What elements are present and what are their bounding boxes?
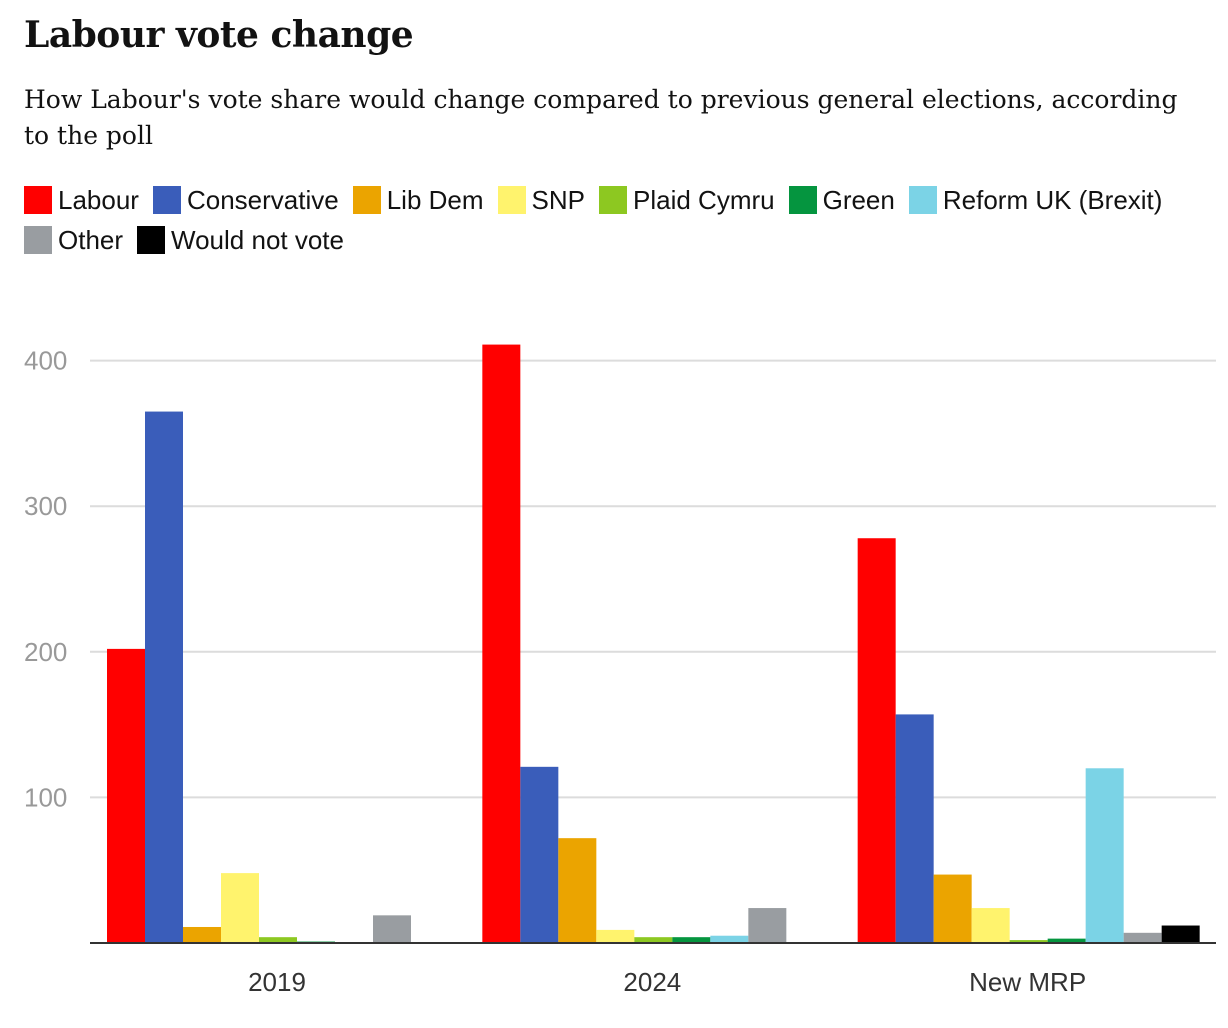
bar <box>596 929 635 943</box>
y-tick-label: 100 <box>24 782 67 812</box>
legend-swatch <box>788 186 817 214</box>
y-tick-label: 400 <box>24 346 67 376</box>
legend-item: Would not vote <box>137 225 344 255</box>
legend-label: Would not vote <box>171 225 344 255</box>
legend-label: Reform UK (Brexit) <box>942 185 1163 215</box>
legend-item: SNP <box>497 185 585 215</box>
bar <box>1161 925 1200 943</box>
chart-legend: Labour Conservative Lib Dem SNP Plaid Cymru G… <box>24 180 1204 260</box>
bar <box>145 411 183 943</box>
legend-item: Labour <box>24 185 139 215</box>
legend-swatch <box>24 186 52 214</box>
legend-item: Reform UK (Brexit) <box>908 185 1163 215</box>
legend-label: Lib Dem <box>386 185 484 215</box>
y-tick-label: 200 <box>24 637 67 667</box>
bar <box>1123 932 1162 943</box>
bar <box>672 937 711 943</box>
legend-swatch <box>599 186 627 214</box>
bar <box>971 908 1010 943</box>
legend-item: Green <box>788 185 895 215</box>
bar <box>710 935 749 943</box>
bar <box>933 874 972 943</box>
legend-swatch <box>24 226 52 254</box>
legend-label: Plaid Cymru <box>633 185 775 215</box>
chart-subtitle: How Labour's vote share would change com… <box>24 85 1178 150</box>
x-category-label: New MRP <box>969 967 1086 997</box>
legend-swatch <box>352 186 381 214</box>
bar <box>107 648 145 943</box>
x-category-label: 2024 <box>623 967 681 997</box>
x-category-label: 2019 <box>248 967 306 997</box>
legend-swatch <box>497 186 526 214</box>
legend-label: Other <box>58 225 124 255</box>
bar <box>183 926 221 943</box>
bar <box>857 538 896 943</box>
chart-title: Labour vote change <box>24 14 414 56</box>
legend-swatch <box>152 186 181 214</box>
legend-label: Labour <box>58 185 139 215</box>
bar <box>1009 940 1048 943</box>
legend-label: Conservative <box>186 185 339 215</box>
legend-swatch <box>908 186 937 214</box>
bar <box>1047 938 1086 943</box>
bar <box>1085 768 1124 943</box>
bar <box>259 937 297 943</box>
legend-item: Lib Dem <box>352 185 484 215</box>
bar <box>520 766 559 943</box>
legend-item: Other <box>24 225 123 255</box>
bar <box>373 915 411 943</box>
bar <box>482 344 521 944</box>
bar <box>634 937 673 943</box>
legend-swatch <box>137 226 166 254</box>
bar <box>748 908 787 943</box>
legend-label: Green <box>822 185 895 215</box>
bar <box>895 714 934 943</box>
legend-item: Conservative <box>152 185 339 215</box>
y-tick-label: 300 <box>24 491 67 521</box>
bar <box>558 838 597 943</box>
legend-label: SNP <box>531 185 585 215</box>
legend-item: Plaid Cymru <box>599 185 775 215</box>
bar <box>221 873 259 943</box>
